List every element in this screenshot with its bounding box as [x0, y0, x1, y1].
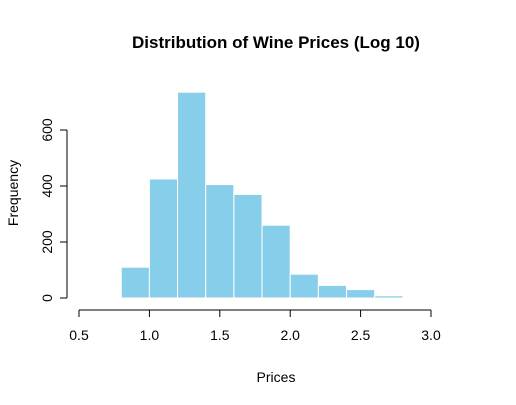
x-tick-label: 0.5 [69, 327, 89, 343]
y-axis-ticks: 0 200 400 600 [39, 118, 67, 302]
x-tick-label: 2.5 [351, 327, 371, 343]
y-tick-label: 200 [39, 230, 55, 254]
x-tick-label: 1.5 [210, 327, 230, 343]
histogram-bar [374, 295, 404, 299]
histogram-bar [233, 193, 263, 299]
y-tick-label: 600 [39, 118, 55, 142]
x-tick-label: 3.0 [421, 327, 441, 343]
histogram-bar [177, 91, 207, 299]
y-tick-label: 400 [39, 174, 55, 198]
histogram-bar [317, 284, 348, 299]
histogram-bar [261, 224, 291, 299]
histogram-bar [289, 273, 319, 299]
y-tick-label: 0 [39, 294, 55, 302]
histogram-bar [346, 289, 376, 299]
x-axis-ticks: 0.5 1.0 1.5 2.0 2.5 3.0 [69, 310, 441, 343]
histogram-bar [120, 266, 150, 299]
x-tick-label: 2.0 [280, 327, 300, 343]
x-axis-label: Prices [257, 369, 296, 385]
chart-title: Distribution of Wine Prices (Log 10) [132, 33, 420, 52]
y-axis-label: Frequency [5, 160, 21, 226]
bars-group [120, 91, 404, 299]
histogram-bar [205, 184, 235, 299]
histogram-bar [148, 178, 179, 299]
x-tick-label: 1.0 [140, 327, 160, 343]
